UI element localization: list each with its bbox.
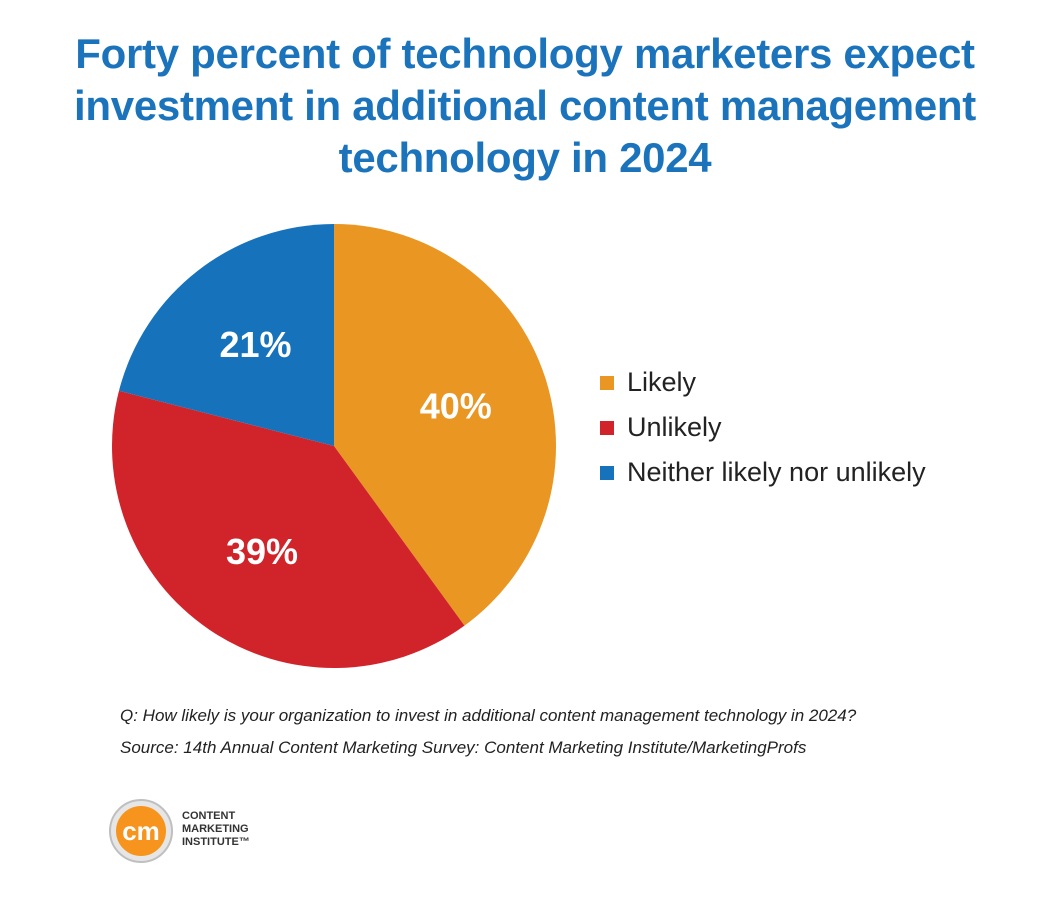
source-note: Source: 14th Annual Content Marketing Su… bbox=[120, 738, 807, 757]
legend-swatch-neither bbox=[600, 465, 614, 480]
pie-slice-neither bbox=[118, 224, 334, 446]
logo-mark-text: cm bbox=[122, 816, 160, 846]
slice-label-likely: 40% bbox=[420, 385, 492, 426]
survey-question: Q: How likely is your organization to in… bbox=[120, 706, 857, 725]
pie-slices bbox=[111, 224, 556, 668]
slice-label-unlikely: 39% bbox=[226, 531, 298, 572]
legend-label-neither: Neither likely nor unlikely bbox=[627, 457, 926, 487]
legend-item-likely: Likely bbox=[600, 360, 926, 405]
chart-legend: Likely Unlikely Neither likely nor unlik… bbox=[600, 360, 926, 495]
logo-line-2: MARKETING bbox=[182, 823, 249, 835]
legend-label-unlikely: Unlikely bbox=[627, 412, 722, 442]
pie-slice-labels: 40% 39% 21% bbox=[220, 324, 492, 572]
legend-swatch-likely bbox=[600, 375, 614, 390]
chart-title: Forty percent of technology marketers ex… bbox=[74, 30, 976, 181]
cmi-logo-text: CONTENT MARKETING INSTITUTE™ bbox=[182, 810, 250, 849]
logo-line-1: CONTENT bbox=[182, 810, 236, 822]
slice-label-neither: 21% bbox=[220, 324, 292, 365]
legend-swatch-unlikely bbox=[600, 420, 614, 435]
legend-label-likely: Likely bbox=[627, 367, 697, 397]
cmi-logo-icon: cm bbox=[109, 799, 173, 863]
legend-item-neither: Neither likely nor unlikely bbox=[600, 450, 926, 495]
logo-line-3: INSTITUTE™ bbox=[182, 836, 250, 848]
pie-slice-likely bbox=[334, 224, 556, 626]
pie-slice-unlikely bbox=[111, 390, 465, 668]
legend-item-unlikely: Unlikely bbox=[600, 405, 926, 450]
